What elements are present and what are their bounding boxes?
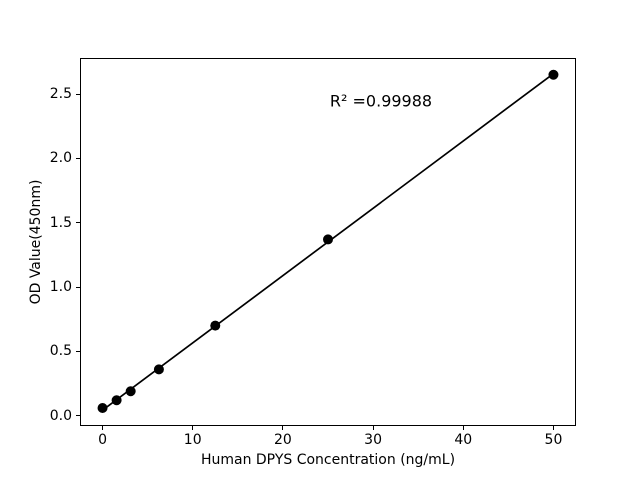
data-point [323, 234, 333, 245]
y-tick-label: 2.0 [49, 150, 72, 167]
y-tick-mark [76, 222, 80, 224]
x-tick-label: 30 [364, 432, 382, 448]
data-point [111, 395, 122, 406]
data-point [548, 69, 559, 80]
y-tick-label: 2.5 [49, 86, 72, 103]
r-squared-annotation: R² =0.99988 [329, 91, 433, 111]
x-tick-mark [192, 426, 194, 430]
data-point [97, 402, 108, 413]
y-tick-mark [76, 157, 80, 159]
y-tick-label: 1.0 [49, 279, 72, 296]
x-tick-mark [372, 426, 374, 430]
x-tick-label: 10 [183, 432, 202, 448]
y-tick-label: 0.0 [49, 407, 72, 424]
y-tick-label: 1.5 [49, 214, 72, 231]
data-point [125, 386, 136, 397]
x-tick-mark [102, 426, 104, 430]
curve-and-points-canvas [80, 58, 576, 426]
x-tick-mark [282, 426, 284, 430]
y-tick-mark [76, 350, 80, 352]
y-tick-label: 0.5 [49, 343, 72, 360]
x-axis-title: Human DPYS Concentration (ng/mL) [200, 452, 456, 468]
plot-spines [80, 58, 576, 426]
y-tick-mark [76, 286, 80, 288]
x-tick-label: 20 [273, 432, 292, 448]
x-tick-label: 40 [454, 432, 473, 448]
x-tick-mark [462, 426, 464, 430]
data-point [210, 320, 221, 331]
data-point [153, 364, 164, 375]
x-tick-label: 50 [544, 432, 563, 448]
y-tick-mark [76, 415, 80, 417]
plot-area: R² =0.99988 [80, 58, 576, 426]
y-tick-mark [76, 93, 80, 95]
x-tick-label: 0 [98, 432, 107, 448]
x-tick-mark [552, 426, 554, 430]
